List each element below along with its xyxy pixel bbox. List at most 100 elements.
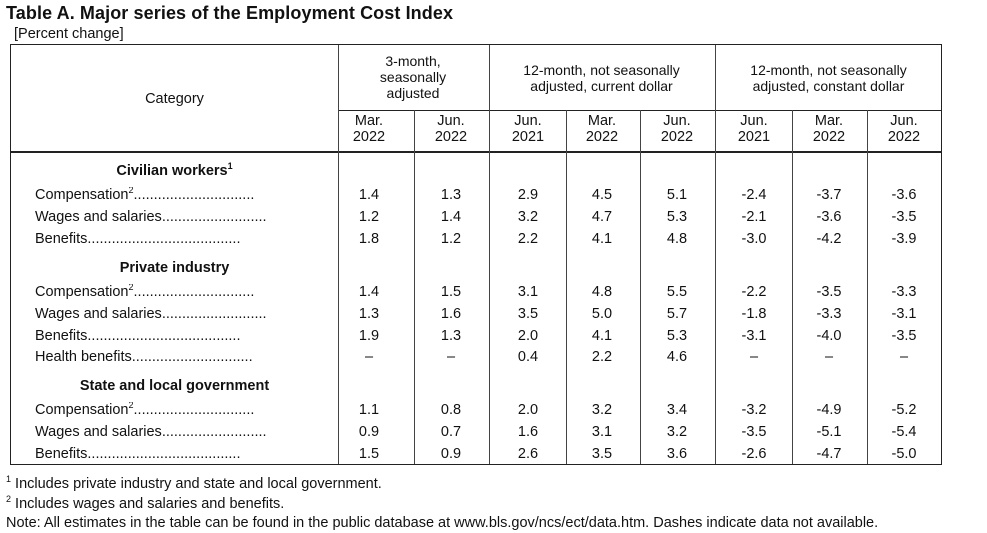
column-divider bbox=[792, 110, 793, 464]
table-cell: -3.7 bbox=[816, 187, 842, 203]
table-cell: 4.8 bbox=[591, 284, 613, 300]
table-cell: -4.9 bbox=[816, 402, 842, 418]
table-cell: -2.2 bbox=[741, 284, 767, 300]
column-divider bbox=[338, 45, 339, 464]
row-label: Compensation2...........................… bbox=[35, 187, 255, 203]
table-cell: 0.7 bbox=[440, 423, 462, 440]
table-cell: – bbox=[749, 349, 759, 366]
table-cell: -3.1 bbox=[891, 305, 917, 322]
table-cell: 2.2 bbox=[591, 349, 613, 366]
table-cell: 4.8 bbox=[666, 230, 688, 247]
table-cell: -3.9 bbox=[891, 230, 917, 247]
section-heading: Private industry bbox=[119, 260, 230, 276]
table-cell: 4.1 bbox=[591, 327, 613, 344]
row-label: Wages and salaries......................… bbox=[35, 208, 267, 225]
table-cell: 4.7 bbox=[591, 208, 613, 225]
table-cell: -2.6 bbox=[741, 445, 767, 462]
table-cell: 3.5 bbox=[591, 445, 613, 462]
column-divider bbox=[867, 110, 868, 464]
footnote-2: 2 Includes wages and salaries and benefi… bbox=[6, 494, 285, 512]
table-cell: -4.2 bbox=[816, 230, 842, 247]
table-cell: 3.1 bbox=[517, 284, 539, 300]
table-cell: 5.3 bbox=[666, 327, 688, 344]
table-cell: -5.4 bbox=[891, 423, 917, 440]
table-cell: 1.3 bbox=[440, 327, 462, 344]
table-cell: 0.4 bbox=[517, 349, 539, 366]
table-subtitle: [Percent change] bbox=[14, 26, 124, 42]
table-cell: 2.2 bbox=[517, 230, 539, 247]
table-cell: -2.4 bbox=[741, 187, 767, 203]
group-header-12month-current: 12-month, not seasonally adjusted, curre… bbox=[523, 62, 680, 94]
column-divider bbox=[414, 110, 415, 464]
table-cell: 5.5 bbox=[666, 284, 688, 300]
table-cell: 1.4 bbox=[358, 187, 380, 203]
table-cell: -3.2 bbox=[741, 402, 767, 418]
table-cell: -2.1 bbox=[741, 208, 767, 225]
row-label: Wages and salaries......................… bbox=[35, 305, 267, 322]
table-cell: 4.5 bbox=[591, 187, 613, 203]
table-cell: 1.3 bbox=[358, 305, 380, 322]
table-cell: 2.0 bbox=[517, 402, 539, 418]
table-cell: -4.7 bbox=[816, 445, 842, 462]
group-header-12month-constant: 12-month, not seasonally adjusted, const… bbox=[750, 62, 907, 94]
table-cell: 1.6 bbox=[440, 305, 462, 322]
row-label: Health benefits.........................… bbox=[35, 349, 253, 366]
column-divider bbox=[566, 110, 567, 464]
table-cell: 1.3 bbox=[440, 187, 462, 203]
period-header: Mar. 2022 bbox=[352, 113, 386, 145]
table-cell: 1.5 bbox=[440, 284, 462, 300]
table-cell: 3.1 bbox=[591, 423, 613, 440]
table-cell: 3.5 bbox=[517, 305, 539, 322]
table-cell: – bbox=[446, 349, 456, 366]
table-cell: – bbox=[364, 349, 374, 366]
table-cell: -3.5 bbox=[741, 423, 767, 440]
period-header: Mar. 2022 bbox=[585, 113, 619, 145]
table-cell: 0.9 bbox=[440, 445, 462, 462]
column-divider bbox=[640, 110, 641, 464]
group-header-3month: 3-month, seasonally adjusted bbox=[379, 53, 447, 101]
table-cell: 1.9 bbox=[358, 327, 380, 344]
table-cell: – bbox=[899, 349, 909, 366]
table-cell: 4.1 bbox=[591, 230, 613, 247]
table-cell: -3.3 bbox=[816, 305, 842, 322]
table-cell: 5.0 bbox=[591, 305, 613, 322]
table-cell: 5.1 bbox=[666, 187, 688, 203]
table-cell: 2.9 bbox=[517, 187, 539, 203]
table-cell: 1.2 bbox=[440, 230, 462, 247]
table-cell: 3.2 bbox=[517, 208, 539, 225]
table-cell: -5.0 bbox=[891, 445, 917, 462]
table-cell: 2.6 bbox=[517, 445, 539, 462]
table-cell: -5.1 bbox=[816, 423, 842, 440]
section-heading: State and local government bbox=[79, 378, 270, 394]
row-label: Compensation2...........................… bbox=[35, 284, 255, 300]
table-cell: -3.5 bbox=[891, 327, 917, 344]
table-cell: -3.5 bbox=[891, 208, 917, 225]
table-cell: -5.2 bbox=[891, 402, 917, 418]
column-divider bbox=[489, 45, 490, 464]
table-cell: -3.6 bbox=[816, 208, 842, 225]
row-label: Benefits................................… bbox=[35, 230, 241, 247]
footnote-1: 1 Includes private industry and state an… bbox=[6, 474, 382, 492]
category-header: Category bbox=[145, 91, 204, 107]
table-cell: -3.1 bbox=[741, 327, 767, 344]
table-title: Table A. Major series of the Employment … bbox=[6, 3, 454, 23]
table-cell: 0.9 bbox=[358, 423, 380, 440]
table-note: Note: All estimates in the table can be … bbox=[6, 515, 879, 531]
table-cell: 1.8 bbox=[358, 230, 380, 247]
table-cell: – bbox=[824, 349, 834, 366]
table-cell: -3.0 bbox=[741, 230, 767, 247]
table-cell: 1.1 bbox=[358, 402, 380, 418]
table-cell: -4.0 bbox=[816, 327, 842, 344]
row-label: Compensation2...........................… bbox=[35, 402, 255, 418]
table-cell: 3.2 bbox=[666, 423, 688, 440]
period-header: Jun. 2021 bbox=[737, 113, 771, 145]
period-header: Jun. 2022 bbox=[434, 113, 468, 145]
row-label: Benefits................................… bbox=[35, 445, 241, 462]
table-cell: -3.5 bbox=[816, 284, 842, 300]
table-cell: 3.2 bbox=[591, 402, 613, 418]
table-cell: 1.4 bbox=[358, 284, 380, 300]
period-header: Jun. 2022 bbox=[887, 113, 921, 145]
row-label: Benefits................................… bbox=[35, 327, 241, 344]
table-cell: 3.4 bbox=[666, 402, 688, 418]
table-cell: 3.6 bbox=[666, 445, 688, 462]
